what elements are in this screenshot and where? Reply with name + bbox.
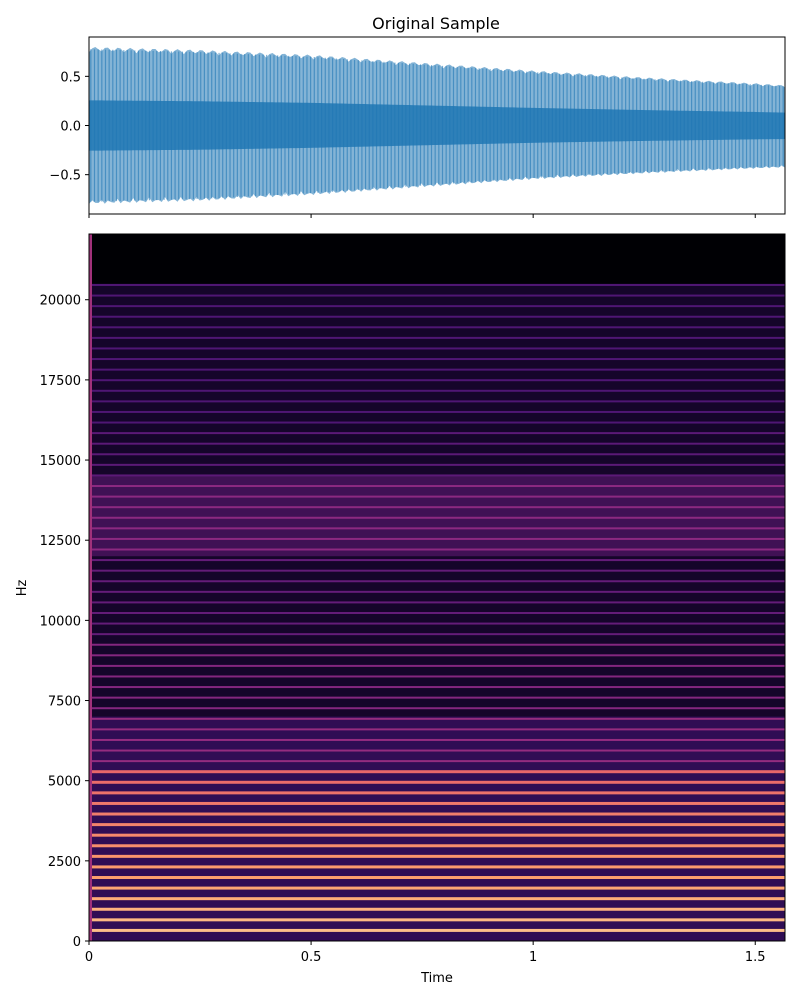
spectrogram-harmonic (89, 379, 785, 382)
spectrogram-y-tick-label: 10000 (40, 614, 81, 629)
spectrogram-y-tick-label: 0 (73, 935, 81, 950)
spectrogram-noise-band (89, 716, 785, 941)
spectrogram-harmonic (89, 654, 785, 657)
spectrogram-harmonic (89, 368, 785, 371)
spectrogram-harmonic (89, 611, 785, 614)
spectrogram-x-tick-label: 0.5 (301, 950, 322, 965)
spectrogram-content (89, 234, 785, 941)
spectrogram-harmonic (89, 315, 785, 318)
spectrogram-y-tick-label: 2500 (48, 855, 81, 870)
spectrogram-harmonic (89, 485, 785, 488)
spectrogram-harmonic (89, 495, 785, 498)
spectrogram-frame (88, 233, 786, 942)
spectrogram-harmonic (89, 854, 785, 858)
spectrogram-harmonic (89, 305, 785, 308)
spectrogram-harmonic (89, 506, 785, 509)
spectrogram-harmonic (89, 770, 785, 774)
waveform-y-tick-label: −0.5 (49, 169, 81, 184)
spectrogram-y-tick-label: 17500 (40, 374, 81, 389)
waveform-content (89, 47, 785, 205)
spectrogram-y-tick-label: 5000 (48, 775, 81, 790)
spectrogram-harmonic (89, 876, 785, 880)
spectrogram-harmonic (89, 844, 785, 848)
spectrogram-x-tick-label: 1 (529, 950, 537, 965)
spectrogram-y-label: Hz (15, 580, 30, 597)
spectrogram-x-tick-label: 1.5 (745, 950, 766, 965)
spectrogram-harmonic (89, 707, 785, 710)
spectrogram-harmonic (89, 580, 785, 583)
spectrogram-harmonic (89, 928, 785, 932)
spectrogram-harmonic (89, 823, 785, 827)
waveform-x-axis (88, 214, 756, 218)
spectrogram-harmonic (89, 865, 785, 869)
spectrogram-harmonic (89, 886, 785, 890)
spectrogram-harmonic (89, 601, 785, 604)
spectrogram-harmonic (89, 643, 785, 646)
spectrogram-x-label: Time (420, 971, 453, 986)
spectrogram-y-tick-label: 12500 (40, 534, 81, 549)
spectrogram-noise-band (89, 476, 785, 557)
spectrogram-harmonic (89, 294, 785, 297)
spectrogram-harmonic (89, 738, 785, 741)
spectrogram-harmonic (89, 686, 785, 689)
spectrogram-harmonic (89, 633, 785, 636)
spectrogram-harmonic (89, 336, 785, 339)
spectrogram-harmonic (89, 559, 785, 562)
spectrogram-harmonic (89, 833, 785, 837)
spectrogram-harmonic (89, 675, 785, 678)
spectrogram-onset (89, 234, 92, 941)
spectrogram-harmonic (89, 801, 785, 805)
spectrogram-harmonic (89, 812, 785, 816)
spectrogram-harmonic (89, 780, 785, 784)
spectrogram-harmonic (89, 283, 785, 286)
spectrogram-harmonic (89, 622, 785, 625)
spectrogram-harmonic (89, 907, 785, 911)
spectrogram-harmonic (89, 421, 785, 424)
spectrogram-harmonic (89, 410, 785, 413)
spectrogram-harmonic (89, 400, 785, 403)
spectrogram-harmonic (89, 326, 785, 329)
spectrogram-harmonic (89, 527, 785, 530)
spectrogram-harmonic (89, 590, 785, 593)
spectrogram-harmonic (89, 897, 785, 901)
waveform-title: Original Sample (372, 14, 500, 33)
spectrogram-harmonic (89, 442, 785, 445)
spectrogram-harmonic (89, 358, 785, 361)
spectrogram-harmonic (89, 569, 785, 572)
spectrogram-harmonic (89, 516, 785, 519)
spectrogram-harmonic (89, 432, 785, 435)
spectrogram-harmonic (89, 548, 785, 551)
spectrogram-harmonic (89, 474, 785, 477)
spectrogram-harmonic (89, 760, 785, 763)
spectrogram-harmonic (89, 347, 785, 350)
spectrogram-y-tick-label: 20000 (40, 294, 81, 309)
spectrogram-x-tick-label: 0 (85, 950, 93, 965)
waveform-y-tick-label: 0.0 (60, 120, 81, 135)
spectrogram-y-tick-label: 15000 (40, 454, 81, 469)
spectrogram-harmonic (89, 696, 785, 699)
spectrogram-harmonic (89, 453, 785, 456)
waveform-y-axis: 0.5 0.0 −0.5 (49, 70, 89, 184)
spectrogram-plot: 0 2500 5000 7500 10000 12500 15000 17500 20000 0… (15, 233, 786, 986)
waveform-y-tick-label: 0.5 (60, 70, 81, 85)
spectrogram-harmonic (89, 728, 785, 731)
spectrogram-harmonic (89, 389, 785, 392)
spectrogram-harmonic (89, 717, 785, 720)
spectrogram-harmonic (89, 664, 785, 667)
spectrogram-harmonic (89, 791, 785, 795)
spectrogram-y-axis: 0 2500 5000 7500 10000 12500 15000 17500 20000 (40, 294, 89, 950)
spectrogram-y-tick-label: 7500 (48, 695, 81, 710)
spectrogram-harmonic (89, 463, 785, 466)
spectrogram-x-axis: 0 0.5 1 1.5 (85, 941, 766, 965)
spectrogram-harmonic (89, 918, 785, 922)
spectrogram-harmonic (89, 749, 785, 752)
spectrogram-harmonic (89, 537, 785, 540)
waveform-plot: 0.5 0.0 −0.5 (49, 36, 786, 218)
